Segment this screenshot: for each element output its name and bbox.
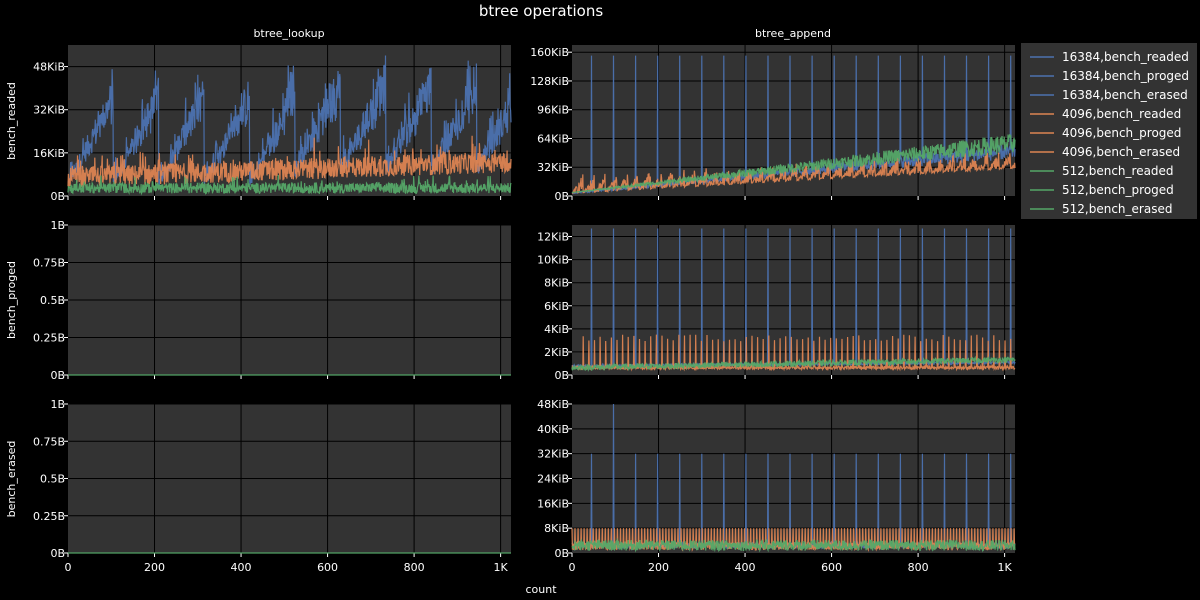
column-title-append: btree_append [755, 27, 831, 40]
y-tick-label: 48KiB [537, 398, 569, 411]
y-tick-label: 8KiB [544, 522, 569, 535]
x-axis-label: count [525, 583, 557, 596]
y-tick-label: 96KiB [537, 104, 569, 117]
legend-item: 512,bench_erased [1062, 202, 1172, 216]
x-tick-label: 200 [648, 561, 669, 574]
x-tick-label: 400 [231, 561, 252, 574]
legend-item: 16384,bench_erased [1062, 88, 1188, 102]
panel-bench_proged-btree_append: 0B 2KiB 4KiB 6KiB 8KiB 10KiB 12KiB [537, 225, 1016, 382]
panel-bench_readed-btree_append: 0B 32KiB 64KiB 96KiB 128KiB 160KiB [530, 45, 1016, 203]
x-tick-label: 800 [404, 561, 425, 574]
y-tick-label: 128KiB [530, 75, 569, 88]
panel-bench_erased-btree_append: 0 200 400 600 800 1K 0B 8KiB 16KiB 24KiB 32KiB 40Ki… [537, 398, 1016, 574]
x-tick-label: 600 [317, 561, 338, 574]
legend-item: 4096,bench_readed [1062, 107, 1181, 121]
y-tick-label: 4KiB [544, 323, 569, 336]
series-line-512 [571, 537, 1016, 553]
panel-bench_erased-btree_lookup: 0 200 400 600 800 1K 0B 0.25B 0.5B 0.75B 1B [33, 398, 511, 574]
legend: 16384,bench_readed 16384,bench_proged 1638… [1021, 43, 1197, 219]
x-tick-label: 0 [569, 561, 576, 574]
x-tick-label: 0 [65, 561, 72, 574]
y-tick-label: 0B [50, 190, 65, 203]
x-tick-label: 800 [908, 561, 929, 574]
legend-item: 4096,bench_proged [1062, 126, 1181, 140]
y-tick-label: 0B [554, 369, 569, 382]
series-line-512 [571, 355, 1016, 373]
column-title-lookup: btree_lookup [253, 27, 324, 40]
y-tick-label: 16KiB [537, 497, 569, 510]
y-tick-label: 0.25B [33, 332, 65, 345]
row-label-erased: bench_erased [5, 441, 18, 518]
y-tick-label: 0B [50, 369, 65, 382]
y-tick-label: 0.5B [40, 473, 65, 486]
legend-item: 4096,bench_erased [1062, 145, 1180, 159]
y-tick-label: 8KiB [544, 277, 569, 290]
y-tick-label: 32KiB [33, 104, 65, 117]
y-tick-label: 0.75B [33, 257, 65, 270]
y-tick-label: 16KiB [33, 147, 65, 160]
x-tick-label: 400 [735, 561, 756, 574]
y-tick-label: 6KiB [544, 300, 569, 313]
y-tick-label: 10KiB [537, 254, 569, 267]
y-tick-label: 0.25B [33, 510, 65, 523]
y-tick-label: 64KiB [537, 132, 569, 145]
panel-bench_proged-btree_lookup: 0B 0.25B 0.5B 0.75B 1B [33, 219, 511, 382]
y-tick-label: 0.75B [33, 435, 65, 448]
legend-item: 512,bench_readed [1062, 164, 1174, 178]
series-line-512 [67, 174, 512, 196]
y-tick-label: 0B [554, 547, 569, 560]
y-tick-label: 40KiB [537, 423, 569, 436]
y-tick-label: 32KiB [537, 448, 569, 461]
y-tick-label: 2KiB [544, 346, 569, 359]
y-tick-label: 24KiB [537, 473, 569, 486]
chart-title: btree operations [479, 2, 603, 20]
x-tick-label: 1K [494, 561, 509, 574]
row-label-readed: bench_readed [5, 82, 18, 160]
y-tick-label: 32KiB [537, 161, 569, 174]
x-tick-label: 200 [144, 561, 165, 574]
y-tick-label: 0B [554, 190, 569, 203]
y-tick-label: 0B [50, 547, 65, 560]
y-tick-label: 1B [50, 219, 65, 232]
y-tick-label: 12KiB [537, 231, 569, 244]
y-tick-label: 1B [50, 398, 65, 411]
legend-item: 16384,bench_readed [1062, 50, 1189, 64]
x-tick-label: 1K [998, 561, 1013, 574]
x-tick-label: 600 [821, 561, 842, 574]
legend-item: 16384,bench_proged [1062, 69, 1189, 83]
y-tick-label: 48KiB [33, 61, 65, 74]
series-line-512 [571, 134, 1016, 194]
legend-item: 512,bench_proged [1062, 183, 1174, 197]
row-label-proged: bench_proged [5, 261, 18, 339]
panel-bench_readed-btree_lookup: 0B 16KiB 32KiB 48KiB [33, 45, 512, 203]
y-tick-label: 0.5B [40, 294, 65, 307]
series-line-4096 [67, 135, 512, 188]
y-tick-label: 160KiB [530, 46, 569, 59]
